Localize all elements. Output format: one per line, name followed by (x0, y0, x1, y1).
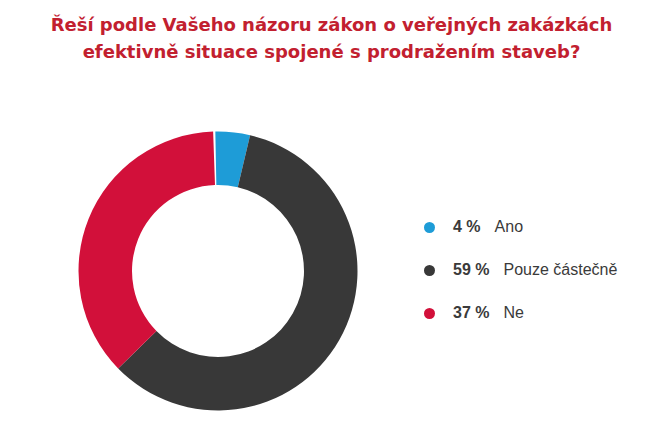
legend-label-ano: Ano (495, 218, 523, 236)
chart-title: Řeší podle Vašeho názoru zákon o veřejný… (0, 0, 663, 65)
chart-title-line1: Řeší podle Vašeho názoru zákon o veřejný… (0, 11, 663, 38)
legend-label-ne: Ne (503, 304, 523, 322)
donut-chart (78, 131, 358, 411)
legend-pct-pouze-castecne: 59 % (453, 261, 489, 279)
legend-item-ne: 37 % Ne (424, 303, 617, 323)
legend-dot-ne (424, 308, 435, 319)
legend-dot-ano (424, 222, 435, 233)
legend-label-pouze-castecne: Pouze částečně (503, 261, 617, 279)
legend-pct-ne: 37 % (453, 304, 489, 322)
legend-item-ano: 4 % Ano (424, 217, 617, 237)
donut-svg (78, 131, 358, 411)
legend-item-pouze-castecne: 59 % Pouze částečně (424, 260, 617, 280)
chart-title-line2: efektivně situace spojené s prodražením … (0, 38, 663, 65)
legend-pct-ano: 4 % (453, 218, 481, 236)
legend: 4 % Ano 59 % Pouze částečně 37 % Ne (424, 217, 617, 346)
legend-dot-pouze-castecne (424, 265, 435, 276)
